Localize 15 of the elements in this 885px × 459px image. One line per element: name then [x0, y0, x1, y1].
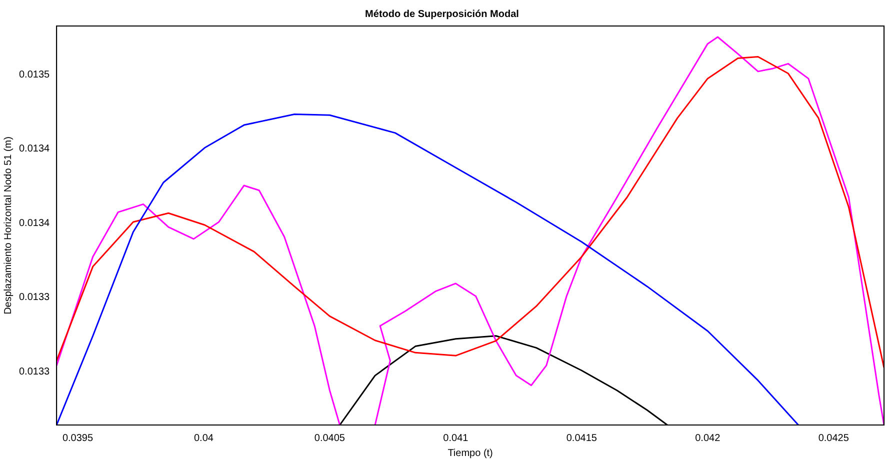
- y-tick-label: 0.0135: [18, 69, 50, 80]
- x-tick-label: 0.0405: [314, 432, 346, 444]
- x-tick-label: 0.0415: [566, 432, 598, 444]
- y-axis-title: Desplazamiento Horizontal Nodo 51 (m): [2, 136, 14, 314]
- x-tick-label: 0.041: [443, 432, 469, 444]
- x-tick-label: 0.04: [194, 432, 214, 444]
- x-tick-label: 0.042: [695, 432, 721, 444]
- y-tick-label: 0.0133: [18, 366, 50, 378]
- chart-title: Método de Superposición Modal: [365, 8, 520, 20]
- x-axis-title: Tiempo (t): [448, 448, 493, 459]
- y-tick-label: 0.0134: [18, 144, 50, 155]
- x-tick-label: 0.0395: [62, 432, 94, 444]
- y-tick-label: 0.0134: [18, 218, 50, 229]
- x-tick-label: 0.0425: [818, 432, 850, 444]
- y-tick-label: 0.0133: [18, 292, 50, 304]
